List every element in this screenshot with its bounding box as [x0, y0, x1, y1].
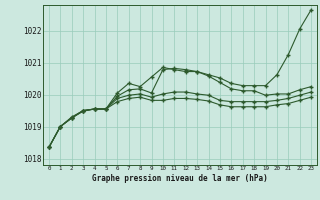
X-axis label: Graphe pression niveau de la mer (hPa): Graphe pression niveau de la mer (hPa) — [92, 174, 268, 183]
